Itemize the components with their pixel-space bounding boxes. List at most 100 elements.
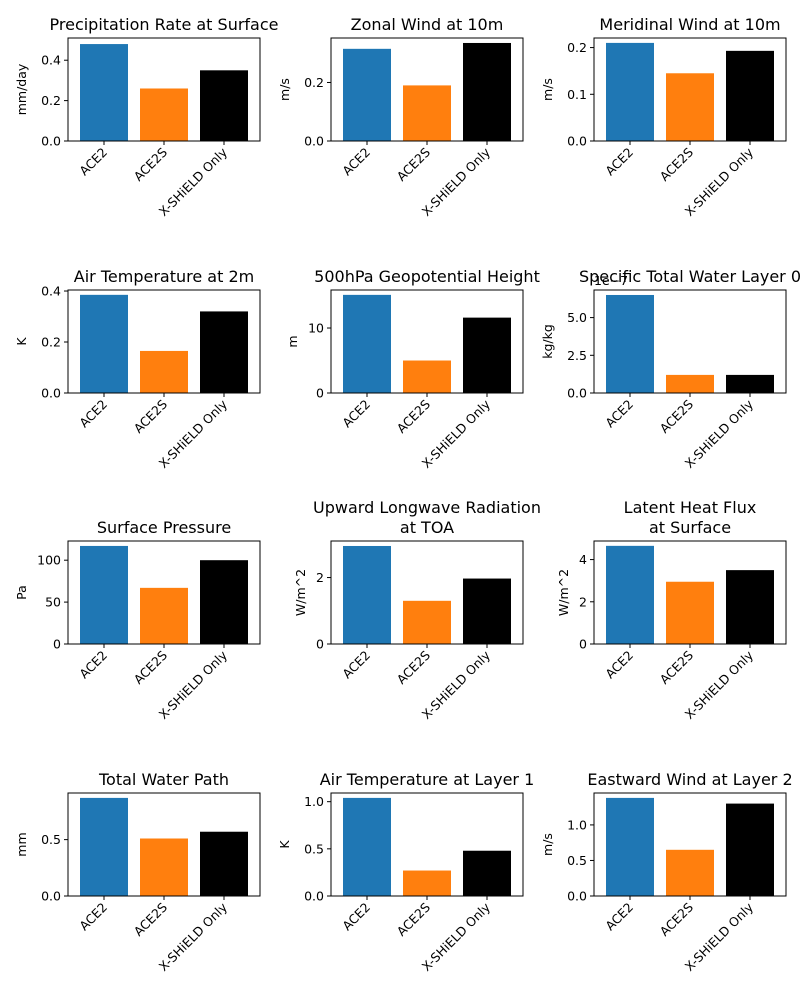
bar-ace2 [343, 545, 391, 644]
y-tick-label: 4 [579, 552, 587, 567]
bar-ace2s [140, 587, 188, 644]
y-tick-label: 2.5 [567, 348, 587, 363]
axes-frame [330, 792, 524, 897]
x-tick-label: ACE2S [657, 899, 697, 939]
x-tick-label: ACE2 [339, 648, 373, 682]
axes-frame [593, 289, 787, 394]
axes-frame [67, 289, 261, 394]
bar-ace2 [343, 48, 391, 141]
chart-title: Latent Heat Flux [624, 498, 757, 517]
bar-ace2 [343, 797, 391, 896]
chart-title: Zonal Wind at 10m [351, 15, 504, 34]
axes-frame [330, 540, 524, 645]
x-tick-label: ACE2S [657, 647, 697, 687]
chart-title: Total Water Path [98, 770, 229, 789]
bar-ace2s [666, 849, 714, 896]
x-tick-label: ACE2 [76, 397, 110, 431]
bar-x-shield-only [726, 803, 774, 896]
y-tick-label: 0.1 [567, 87, 587, 102]
y-tick-label: 0.0 [41, 134, 61, 149]
bar-x-shield-only [463, 317, 511, 393]
y-tick-label: 5.0 [567, 310, 587, 325]
bar-x-shield-only [726, 50, 774, 141]
y-tick-label: 50 [45, 595, 61, 610]
y-axis-label: mm [14, 832, 29, 856]
axes-frame [330, 289, 524, 394]
axes-frame [593, 792, 787, 897]
bar-ace2s [403, 600, 451, 644]
bar-ace2s [403, 870, 451, 896]
x-tick-label: ACE2 [602, 397, 636, 431]
y-tick-label: 0.0 [567, 386, 587, 401]
y-tick-label: 1.0 [304, 794, 324, 809]
y-tick-label: 0.0 [567, 889, 587, 904]
axes-frame [593, 540, 787, 645]
y-axis-label: mm/day [14, 63, 29, 115]
y-axis-label: K [14, 337, 29, 346]
x-tick-label: ACE2 [602, 145, 636, 179]
y-tick-label: 0.5 [567, 853, 587, 868]
y-tick-label: 0.4 [41, 53, 61, 68]
bar-ace2s [403, 85, 451, 141]
x-tick-label: ACE2 [76, 145, 110, 179]
y-axis-label: W/m^2 [556, 569, 571, 616]
x-tick-label: ACE2 [339, 900, 373, 934]
bar-x-shield-only [200, 560, 248, 644]
y-tick-label: 0.0 [41, 386, 61, 401]
y-axis-label: kg/kg [540, 324, 555, 359]
x-tick-label: ACE2S [657, 144, 697, 184]
y-tick-label: 0.0 [41, 889, 61, 904]
chart-title: Air Temperature at 2m [74, 267, 254, 286]
bar-ace2 [606, 545, 654, 644]
bar-x-shield-only [200, 831, 248, 896]
x-tick-label: ACE2 [602, 648, 636, 682]
chart-title: at TOA [400, 518, 454, 537]
bar-ace2s [140, 350, 188, 393]
y-axis-label: m [285, 335, 300, 347]
y-tick-label: 2 [579, 594, 587, 609]
y-tick-label: 0 [53, 637, 61, 652]
y-tick-label: 0.5 [304, 841, 324, 856]
x-tick-label: ACE2S [131, 647, 171, 687]
y-tick-label: 0 [579, 637, 587, 652]
chart-title: at Surface [649, 518, 731, 537]
y-tick-label: 100 [37, 553, 61, 568]
y-offset-label: 1e−7 [594, 273, 628, 288]
bar-x-shield-only [200, 70, 248, 141]
x-tick-label: ACE2 [76, 648, 110, 682]
bar-ace2s [140, 88, 188, 141]
bar-ace2 [343, 294, 391, 393]
y-axis-label: Pa [14, 585, 29, 600]
bar-x-shield-only [463, 42, 511, 141]
y-tick-label: 10 [308, 321, 324, 336]
y-axis-label: W/m^2 [293, 569, 308, 616]
chart-title: Specific Total Water Layer 0 [579, 267, 800, 286]
bar-ace2s [666, 374, 714, 393]
axes-frame [67, 37, 261, 142]
x-tick-label: ACE2 [339, 397, 373, 431]
y-tick-label: 0.2 [567, 40, 587, 55]
bar-ace2 [80, 797, 128, 896]
x-tick-label: ACE2 [76, 900, 110, 934]
x-tick-label: ACE2S [131, 899, 171, 939]
y-tick-label: 0 [316, 386, 324, 401]
bar-ace2 [606, 797, 654, 896]
y-tick-label: 1.0 [567, 817, 587, 832]
x-tick-label: ACE2S [394, 396, 434, 436]
bar-x-shield-only [726, 570, 774, 644]
y-tick-label: 2 [316, 570, 324, 585]
bar-ace2s [666, 581, 714, 644]
chart-title: Precipitation Rate at Surface [50, 15, 279, 34]
bar-x-shield-only [463, 578, 511, 644]
y-axis-label: m/s [540, 78, 555, 101]
bar-ace2 [80, 44, 128, 142]
y-axis-label: K [277, 840, 292, 849]
bar-x-shield-only [726, 374, 774, 393]
y-tick-label: 0.4 [41, 284, 61, 299]
x-tick-label: ACE2S [131, 144, 171, 184]
x-tick-label: ACE2S [657, 396, 697, 436]
bar-x-shield-only [200, 311, 248, 393]
chart-title: 500hPa Geopotential Height [314, 267, 540, 286]
x-tick-label: ACE2 [602, 900, 636, 934]
chart-title: Meridinal Wind at 10m [599, 15, 780, 34]
